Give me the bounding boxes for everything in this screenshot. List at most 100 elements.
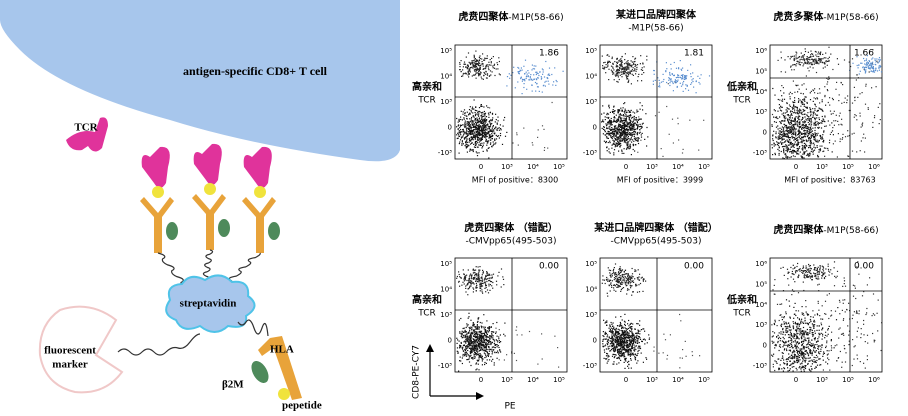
event-dot xyxy=(778,107,781,109)
event-dot xyxy=(467,317,469,319)
event-dot xyxy=(648,338,650,340)
event-dot xyxy=(794,138,796,140)
event-dot xyxy=(624,140,626,142)
event-dot xyxy=(616,58,618,60)
event-dot xyxy=(476,119,479,121)
event-dot xyxy=(484,343,487,345)
event-dot xyxy=(808,124,810,126)
event-dot xyxy=(815,140,817,143)
event-dot xyxy=(818,126,820,128)
event-dot xyxy=(623,347,625,349)
event-dot xyxy=(462,128,464,130)
event-dot xyxy=(481,120,484,122)
event-dot xyxy=(483,124,485,126)
event-dot xyxy=(609,61,611,63)
event-dot xyxy=(607,354,609,357)
event-dot xyxy=(654,79,656,81)
event-dot xyxy=(633,338,635,340)
event-dot xyxy=(625,115,627,117)
event-dot xyxy=(518,67,520,69)
event-dot xyxy=(602,335,604,337)
event-dot xyxy=(478,271,480,273)
event-dot xyxy=(537,73,539,75)
event-dot xyxy=(476,353,479,355)
event-dot xyxy=(498,346,500,349)
event-dot xyxy=(786,156,788,158)
event-dot xyxy=(803,110,805,112)
event-dot xyxy=(463,117,465,119)
event-dot xyxy=(860,126,862,128)
event-dot xyxy=(476,325,478,327)
event-dot xyxy=(658,111,660,113)
event-dot xyxy=(784,145,786,147)
event-dot xyxy=(787,121,789,123)
event-dot xyxy=(631,123,633,125)
event-dot xyxy=(624,359,627,361)
event-dot xyxy=(537,86,539,88)
event-dot xyxy=(485,126,487,128)
event-dot xyxy=(467,70,469,72)
event-dot xyxy=(496,351,498,354)
event-dot xyxy=(612,66,614,68)
event-dot xyxy=(469,150,471,152)
event-dot xyxy=(625,142,627,144)
event-dot xyxy=(475,369,477,371)
event-dot xyxy=(798,112,801,114)
event-dot xyxy=(533,78,535,80)
event-dot xyxy=(554,335,556,337)
event-dot xyxy=(789,129,791,131)
event-dot xyxy=(814,58,816,60)
event-dot xyxy=(797,134,799,136)
event-dot xyxy=(811,62,813,64)
event-dot xyxy=(605,321,607,323)
event-dot xyxy=(841,138,843,140)
y-tick-label: 10³ xyxy=(440,98,452,106)
event-dot xyxy=(483,136,485,138)
event-dot xyxy=(803,55,805,57)
event-dot xyxy=(492,273,495,275)
event-dot xyxy=(799,123,801,125)
event-dot xyxy=(467,338,470,340)
event-dot xyxy=(646,145,648,147)
event-dot xyxy=(622,67,625,69)
event-dot xyxy=(867,107,869,109)
event-dot xyxy=(478,353,480,355)
event-dot xyxy=(634,358,636,360)
event-dot xyxy=(610,129,612,132)
event-dot xyxy=(476,273,478,275)
event-dot xyxy=(465,354,467,356)
event-dot xyxy=(487,327,489,329)
event-dot xyxy=(551,73,553,76)
event-dot xyxy=(468,316,470,318)
event-dot xyxy=(624,136,626,138)
event-dot xyxy=(491,127,493,129)
event-dot xyxy=(471,332,473,334)
event-dot xyxy=(526,75,528,77)
event-dot xyxy=(872,71,874,73)
event-dot xyxy=(611,329,613,332)
event-dot xyxy=(624,344,626,346)
event-dot xyxy=(792,64,794,66)
event-dot xyxy=(470,334,472,336)
event-dot xyxy=(491,112,494,114)
event-dot xyxy=(621,319,623,321)
event-dot xyxy=(784,59,786,61)
event-dot xyxy=(604,351,606,353)
event-dot xyxy=(489,335,491,337)
event-dot xyxy=(827,149,829,151)
event-dot xyxy=(480,63,482,65)
event-dot xyxy=(487,147,489,149)
event-dot xyxy=(792,152,794,154)
event-dot xyxy=(477,133,480,135)
event-dot xyxy=(612,338,614,340)
event-dot xyxy=(835,88,837,90)
event-dot xyxy=(525,76,527,78)
event-dot xyxy=(825,52,827,54)
event-dot xyxy=(474,109,476,111)
event-dot xyxy=(465,141,467,144)
event-dot xyxy=(498,329,500,331)
event-dot xyxy=(818,117,820,119)
event-dot xyxy=(477,363,479,365)
event-dot xyxy=(632,335,634,337)
event-dot xyxy=(477,139,479,141)
